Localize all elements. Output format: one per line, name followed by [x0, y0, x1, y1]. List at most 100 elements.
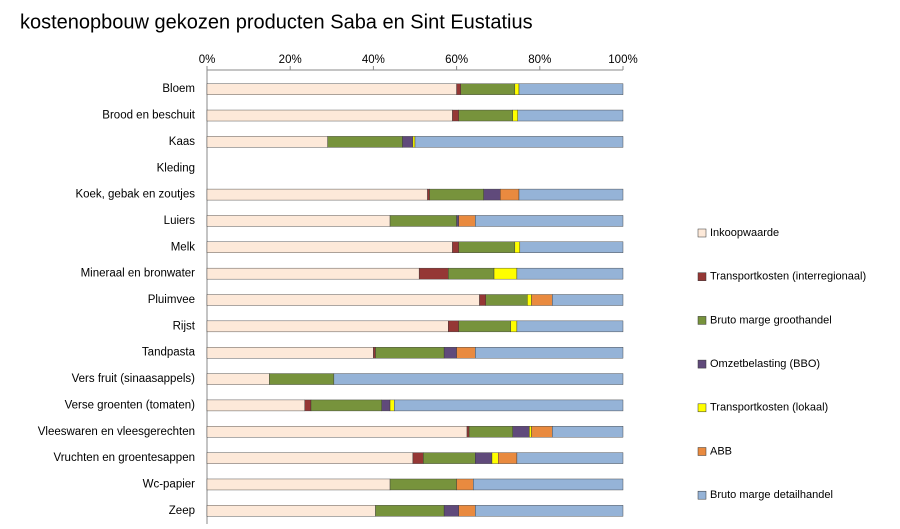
- bar-segment: [206, 373, 270, 385]
- x-tick-label: 80%: [528, 54, 551, 66]
- bar-segment: [414, 136, 624, 148]
- bar-segment: [327, 136, 403, 148]
- bar-segment: [389, 478, 457, 491]
- bar-segment: [552, 426, 624, 438]
- y-tick-label: Vers fruit (sinaasappels): [72, 373, 196, 385]
- x-tick-label: 40%: [362, 54, 385, 66]
- y-tick-label: Kleding: [157, 162, 195, 174]
- bar-segment: [531, 294, 553, 306]
- legend-label: Bruto marge detailhandel: [710, 489, 833, 501]
- bar-segment: [458, 320, 511, 333]
- bar-segment: [485, 294, 528, 306]
- y-tick-label: Vleeswaren en vleesgerechten: [38, 426, 195, 438]
- y-tick-label: Koek, gebak en zoutjes: [75, 189, 195, 201]
- bar-segment: [517, 109, 624, 122]
- legend-label: Transportkosten (lokaal): [710, 402, 828, 414]
- bar-segment: [206, 267, 420, 280]
- bar-segment: [206, 320, 449, 333]
- bar-segment: [389, 215, 457, 227]
- bar-segment: [375, 347, 445, 359]
- bar-segment: [402, 136, 414, 148]
- bar-segment: [491, 452, 499, 464]
- bar-segment: [514, 83, 520, 95]
- bar-segment: [206, 136, 328, 148]
- bar-segment: [479, 294, 486, 306]
- bar-segment: [206, 399, 305, 412]
- x-tick-label: 20%: [279, 54, 302, 66]
- bar-segment: [443, 505, 459, 517]
- bar-segment: [519, 241, 624, 253]
- bar-segment: [304, 399, 312, 412]
- bar-segment: [456, 478, 474, 491]
- bar-segment: [206, 294, 480, 306]
- y-tick-label: Bloem: [162, 83, 195, 95]
- x-tick-label: 100%: [608, 54, 637, 66]
- bar-segment: [458, 109, 513, 122]
- y-tick-label: Zeep: [169, 505, 195, 517]
- bar-segment: [473, 478, 624, 491]
- bar-segment: [468, 426, 513, 438]
- x-tick-label: 0%: [199, 54, 216, 66]
- bar-segment: [448, 267, 495, 280]
- bar-segment: [206, 478, 391, 491]
- bar-segment: [493, 267, 518, 280]
- bar-segment: [552, 294, 624, 306]
- bar-segment: [483, 188, 501, 201]
- legend-label: Omzetbelasting (BBO): [710, 358, 820, 370]
- y-tick-label: Wc-papier: [143, 479, 196, 491]
- bar-segment: [333, 373, 624, 385]
- bar-segment: [518, 188, 624, 201]
- bar-segment: [458, 215, 476, 227]
- bar-segment: [516, 320, 624, 333]
- legend-swatch: [697, 228, 707, 238]
- bar-segment: [206, 452, 414, 464]
- bar-segment: [498, 452, 518, 464]
- bar-segment: [381, 399, 391, 412]
- bar-segment: [206, 426, 468, 438]
- bar-segment: [206, 505, 376, 517]
- y-tick-label: Mineraal en bronwater: [81, 268, 196, 280]
- bar-segment: [475, 452, 493, 464]
- bar-segment: [412, 136, 416, 148]
- y-tick-label: Luiers: [164, 215, 196, 227]
- bar-segment: [206, 241, 453, 253]
- bar-segment: [427, 188, 430, 201]
- y-tick-label: Pluimvee: [148, 294, 195, 306]
- bar-segment: [310, 399, 382, 412]
- x-tick-label: 60%: [445, 54, 468, 66]
- bar-segment: [375, 505, 445, 517]
- y-tick-label: Rijst: [173, 320, 196, 332]
- bar-segment: [206, 215, 391, 227]
- bar-segment: [475, 215, 624, 227]
- bar-segment: [512, 109, 518, 122]
- bar-segment: [475, 347, 624, 359]
- y-tick-label: Vruchten en groentesappen: [53, 452, 195, 464]
- bar-segment: [452, 241, 459, 253]
- bar-segment: [475, 505, 624, 517]
- bar-segment: [531, 426, 553, 438]
- bar-segment: [206, 83, 457, 95]
- bar-segment: [412, 452, 424, 464]
- bar-segment: [466, 426, 470, 438]
- y-tick-label: Brood en beschuit: [102, 110, 196, 122]
- y-tick-label: Verse groenten (tomaten): [65, 399, 196, 411]
- legend-swatch: [697, 316, 707, 325]
- bar-segment: [206, 188, 428, 201]
- bar-segment: [458, 241, 516, 253]
- bar-segment: [456, 215, 459, 227]
- legend-swatch: [697, 490, 707, 500]
- bar-segment: [527, 294, 532, 306]
- bar-segment: [206, 109, 453, 122]
- bar-segment: [206, 347, 374, 359]
- bar-segment: [516, 267, 624, 280]
- bar-segment: [514, 241, 521, 253]
- bar-segment: [456, 83, 461, 95]
- bar-segment: [418, 267, 449, 280]
- chart-title: kostenopbouw gekozen producten Saba en S…: [20, 11, 533, 33]
- bar-segment: [458, 505, 476, 517]
- bar-segment: [460, 83, 516, 95]
- bar-segment: [518, 83, 624, 95]
- bar-segment: [394, 399, 624, 412]
- bar-segment: [373, 347, 376, 359]
